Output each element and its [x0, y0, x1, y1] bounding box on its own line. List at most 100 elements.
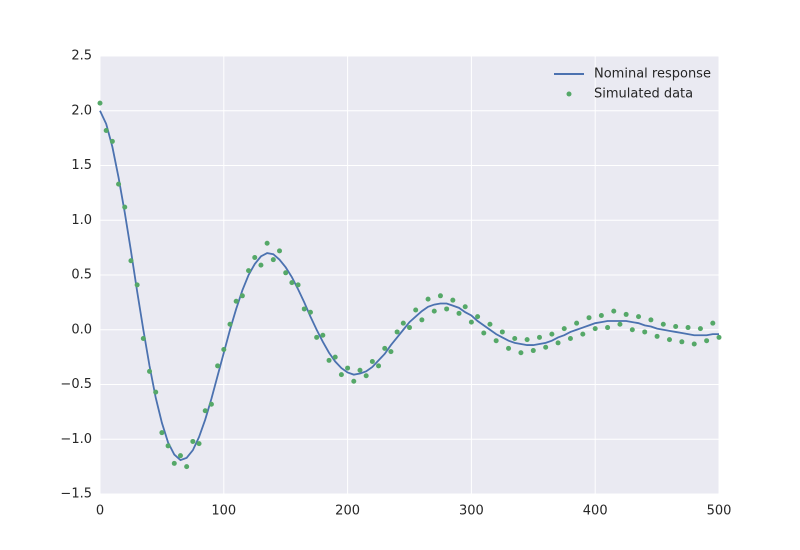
data-point: [561, 326, 567, 332]
data-point: [190, 438, 196, 444]
x-tick-label: 0: [96, 504, 104, 519]
data-point: [413, 307, 419, 313]
data-point: [444, 306, 450, 312]
data-point: [642, 329, 648, 335]
data-point: [475, 314, 481, 320]
data-point: [252, 254, 258, 260]
data-point: [697, 326, 703, 332]
data-point: [592, 326, 598, 332]
y-tick-label: −0.5: [60, 377, 92, 392]
data-point: [543, 344, 549, 350]
data-point: [437, 293, 443, 299]
data-point: [332, 354, 338, 360]
data-point: [369, 359, 375, 365]
data-point: [153, 389, 159, 395]
data-point: [196, 441, 202, 447]
data-point: [524, 337, 530, 343]
data-point: [134, 282, 140, 288]
x-tick-label: 500: [707, 504, 732, 519]
data-point: [326, 357, 332, 363]
data-point: [468, 319, 474, 325]
data-point: [499, 329, 505, 335]
data-point: [654, 333, 660, 339]
data-point: [623, 311, 629, 317]
data-point: [679, 339, 685, 345]
legend-label: Nominal response: [594, 67, 711, 82]
data-point: [202, 408, 208, 414]
data-point: [605, 325, 611, 331]
x-tick-label: 400: [583, 504, 608, 519]
data-point: [580, 331, 586, 337]
data-point: [710, 320, 716, 326]
data-point: [506, 345, 512, 351]
data-point: [450, 297, 456, 303]
data-point: [351, 378, 357, 384]
data-point: [462, 304, 468, 310]
data-point: [493, 338, 499, 344]
data-point: [691, 341, 697, 347]
y-tick-label: 1.0: [71, 213, 92, 228]
data-point: [147, 368, 153, 374]
data-point: [425, 296, 431, 302]
legend-label: Simulated data: [594, 87, 693, 102]
data-point: [530, 348, 536, 354]
data-point: [382, 345, 388, 351]
data-point: [215, 363, 221, 369]
data-point: [128, 258, 134, 264]
data-point: [338, 372, 344, 378]
data-point: [233, 298, 239, 304]
y-tick-label: −1.5: [60, 487, 92, 502]
data-point: [586, 315, 592, 321]
data-point: [184, 464, 190, 470]
data-point: [574, 320, 580, 326]
y-tick-label: 0.5: [71, 268, 92, 283]
legend-swatch: [566, 91, 572, 97]
data-point: [264, 240, 270, 246]
data-point: [481, 330, 487, 336]
data-point: [109, 138, 115, 144]
data-point: [685, 325, 691, 331]
data-point: [320, 332, 326, 338]
y-tick-label: 0.0: [71, 322, 92, 337]
data-point: [536, 334, 542, 340]
data-point: [314, 334, 320, 340]
data-point: [227, 321, 233, 327]
x-tick-label: 200: [335, 504, 360, 519]
data-point: [666, 337, 672, 343]
data-point: [555, 340, 561, 346]
data-point: [419, 317, 425, 323]
data-point: [673, 323, 679, 329]
data-point: [307, 309, 313, 315]
data-point: [97, 100, 103, 106]
data-point: [636, 314, 642, 320]
data-point: [518, 350, 524, 356]
data-point: [716, 334, 722, 340]
data-point: [103, 127, 109, 133]
x-tick-label: 300: [459, 504, 484, 519]
x-tick-label: 100: [211, 504, 236, 519]
data-point: [567, 336, 573, 342]
data-point: [549, 331, 555, 337]
data-point: [270, 257, 276, 263]
data-point: [617, 321, 623, 327]
data-point: [388, 349, 394, 355]
data-point: [648, 317, 654, 323]
data-point: [122, 204, 128, 210]
data-point: [116, 181, 122, 187]
data-point: [289, 280, 295, 286]
data-point: [431, 308, 437, 314]
y-tick-label: 2.5: [71, 49, 92, 64]
y-tick-label: −1.0: [60, 432, 92, 447]
y-tick-label: 1.5: [71, 158, 92, 173]
data-point: [376, 363, 382, 369]
data-point: [177, 453, 183, 459]
data-point: [258, 262, 264, 268]
data-point: [611, 308, 617, 314]
data-point: [140, 336, 146, 342]
y-tick-label: 2.0: [71, 103, 92, 118]
data-point: [660, 321, 666, 327]
data-point: [407, 325, 412, 331]
data-point: [295, 282, 301, 288]
data-point: [159, 430, 165, 436]
